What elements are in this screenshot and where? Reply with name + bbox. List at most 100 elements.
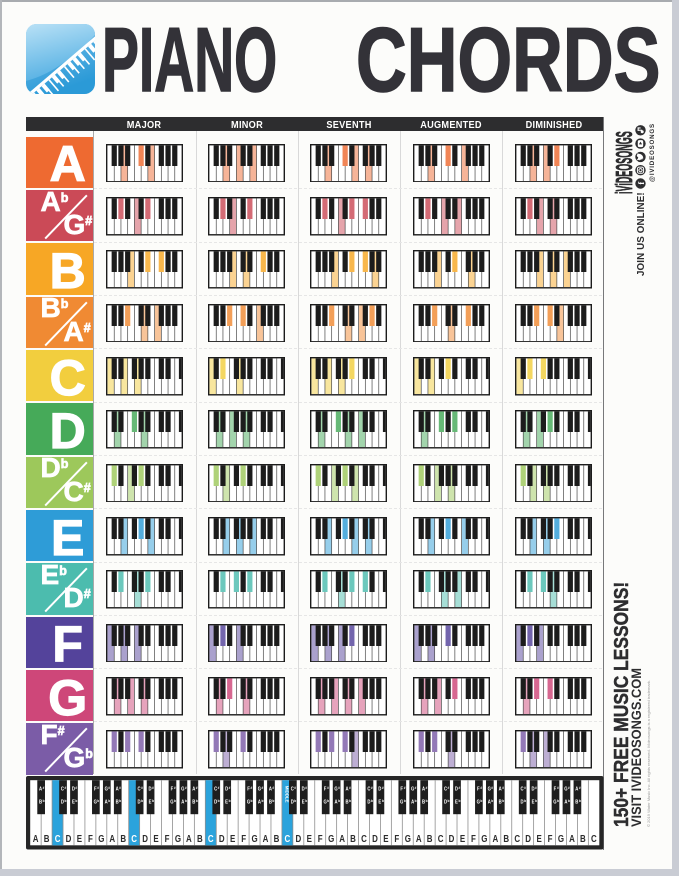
svg-text:A: A — [492, 833, 498, 844]
svg-text:B: B — [269, 799, 273, 804]
svg-text:#: # — [251, 786, 253, 790]
svg-text:B: B — [350, 833, 356, 844]
svg-text:A: A — [258, 799, 262, 804]
svg-text:B: B — [499, 799, 503, 804]
svg-text:G: G — [170, 799, 174, 804]
svg-text:D: D — [372, 833, 378, 844]
svg-text:b: b — [327, 799, 329, 803]
svg-text:#: # — [97, 786, 99, 790]
svg-text:B: B — [39, 799, 43, 804]
svg-text:G: G — [405, 833, 411, 844]
svg-text:A: A — [339, 833, 345, 844]
svg-text:#: # — [338, 786, 340, 790]
svg-text:D: D — [219, 833, 225, 844]
svg-text:C: C — [367, 786, 371, 791]
svg-text:F: F — [241, 833, 246, 844]
svg-text:C: C — [291, 786, 295, 791]
svg-text:A: A — [345, 786, 349, 791]
svg-text:E: E — [532, 799, 535, 804]
svg-text:b: b — [568, 799, 570, 803]
svg-text:b: b — [579, 799, 581, 803]
svg-text:F: F — [94, 786, 97, 791]
svg-text:A: A — [105, 799, 109, 804]
svg-text:A: A — [116, 786, 120, 791]
svg-text:b: b — [448, 799, 450, 803]
svg-text:#: # — [229, 786, 231, 790]
svg-text:b: b — [261, 799, 263, 803]
svg-text:b: b — [458, 799, 460, 803]
svg-text:F: F — [400, 786, 403, 791]
svg-text:G: G — [323, 799, 327, 804]
svg-text:#: # — [64, 786, 66, 790]
svg-text:b: b — [535, 799, 537, 803]
svg-text:D: D — [61, 799, 65, 804]
svg-text:E: E — [307, 833, 312, 844]
svg-text:b: b — [75, 799, 77, 803]
svg-text:F: F — [554, 786, 557, 791]
svg-text:E: E — [383, 833, 388, 844]
svg-text:D: D — [66, 833, 72, 844]
svg-text:#: # — [108, 786, 110, 790]
svg-text:A: A — [411, 799, 415, 804]
svg-text:b: b — [43, 799, 45, 803]
svg-text:E: E — [455, 799, 458, 804]
svg-text:D: D — [138, 799, 142, 804]
svg-text:b: b — [251, 799, 253, 803]
svg-text:C: C — [444, 786, 448, 791]
svg-text:b: b — [64, 799, 66, 803]
svg-text:C: C — [138, 786, 142, 791]
svg-text:b: b — [491, 799, 493, 803]
svg-text:b: b — [174, 799, 176, 803]
svg-text:C: C — [131, 833, 137, 844]
svg-text:b: b — [480, 799, 482, 803]
svg-text:C: C — [61, 786, 65, 791]
svg-text:B: B — [274, 833, 280, 844]
svg-text:E: E — [225, 799, 228, 804]
svg-text:F: F — [324, 786, 327, 791]
svg-text:#: # — [119, 786, 121, 790]
svg-text:F: F — [247, 786, 250, 791]
svg-text:D: D — [291, 799, 295, 804]
svg-text:#: # — [327, 786, 329, 790]
svg-text:b: b — [272, 799, 274, 803]
svg-text:E: E — [72, 799, 75, 804]
svg-text:#: # — [568, 786, 570, 790]
svg-text:#: # — [426, 786, 428, 790]
svg-text:#: # — [43, 786, 45, 790]
svg-text:b: b — [185, 799, 187, 803]
svg-text:D: D — [214, 799, 218, 804]
svg-text:A: A — [33, 833, 39, 844]
svg-text:b: b — [382, 799, 384, 803]
svg-text:A: A — [499, 786, 503, 791]
svg-text:#: # — [579, 786, 581, 790]
svg-text:#: # — [502, 786, 504, 790]
svg-text:D: D — [72, 786, 76, 791]
svg-text:#: # — [415, 786, 417, 790]
svg-text:B: B — [575, 799, 579, 804]
svg-text:F: F — [318, 833, 323, 844]
svg-text:#: # — [480, 786, 482, 790]
svg-text:B: B — [44, 833, 50, 844]
svg-text:#: # — [557, 786, 559, 790]
svg-text:E: E — [302, 799, 305, 804]
svg-text:G: G — [553, 799, 557, 804]
svg-text:b: b — [305, 799, 307, 803]
svg-text:E: E — [77, 833, 82, 844]
svg-text:B: B — [197, 833, 203, 844]
svg-text:G: G — [488, 786, 492, 791]
svg-text:b: b — [196, 799, 198, 803]
svg-text:B: B — [345, 799, 349, 804]
svg-text:C: C — [208, 833, 214, 844]
svg-text:A: A — [488, 799, 492, 804]
svg-text:B: B — [503, 833, 509, 844]
svg-text:G: G — [481, 833, 487, 844]
svg-text:b: b — [294, 799, 296, 803]
svg-text:b: b — [415, 799, 417, 803]
svg-text:A: A — [416, 833, 422, 844]
svg-text:D: D — [367, 799, 371, 804]
svg-text:C: C — [521, 786, 525, 791]
svg-text:A: A — [263, 833, 269, 844]
svg-text:G: G — [400, 799, 404, 804]
svg-text:G: G — [334, 786, 338, 791]
svg-text:E: E — [149, 799, 152, 804]
